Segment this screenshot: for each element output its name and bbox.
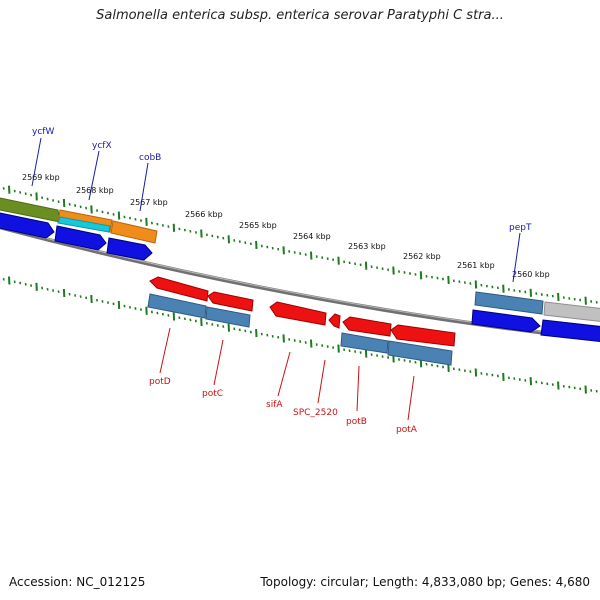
lower-gene-labels: potD potC sifA SPC_2520 potB potA xyxy=(149,327,418,435)
cds-arrow[interactable] xyxy=(540,319,600,342)
upper-gene-labels: ycfW ycfX cobB pepT xyxy=(31,127,532,283)
cds-arrow[interactable] xyxy=(471,309,541,333)
leader-line xyxy=(31,137,42,187)
gene-label-potC[interactable]: potC xyxy=(202,389,223,399)
ruler-label: 2561 kbp xyxy=(457,261,495,270)
leader-line xyxy=(159,327,171,374)
leader-line xyxy=(407,375,415,421)
cds-arrow[interactable] xyxy=(54,225,107,251)
gene-potC[interactable] xyxy=(207,291,254,312)
ruler-label: 2560 kbp xyxy=(512,270,550,279)
gene-potD-track[interactable] xyxy=(147,293,207,319)
ruler-label: 2562 kbp xyxy=(403,252,441,261)
gene-potB-track[interactable] xyxy=(340,332,389,354)
gene-label-potD[interactable]: potD xyxy=(149,377,171,387)
gene-pepT[interactable] xyxy=(474,291,544,315)
leader-line xyxy=(277,351,291,397)
leader-line xyxy=(139,162,149,212)
ruler-ticks-bottom xyxy=(2,276,598,394)
ruler-label: 2568 kbp xyxy=(76,186,114,195)
gene-sifA[interactable] xyxy=(269,301,327,326)
leader-line xyxy=(512,232,521,283)
ruler-labels: 2569 kbp 2568 kbp 2567 kbp 2566 kbp 2565… xyxy=(22,173,550,279)
ruler-label: 2566 kbp xyxy=(185,210,223,219)
gene-potC-track[interactable] xyxy=(205,306,251,328)
ruler-label: 2565 kbp xyxy=(239,221,277,230)
ruler-label: 2563 kbp xyxy=(348,242,386,251)
accession-label: Accession: NC_012125 xyxy=(9,575,146,589)
gene-label-cobB[interactable]: cobB xyxy=(139,153,161,163)
gene-potD[interactable] xyxy=(149,276,209,302)
ruler-label: 2569 kbp xyxy=(22,173,60,182)
gene-potA-track[interactable] xyxy=(387,340,453,366)
gene-label-sifA[interactable]: sifA xyxy=(266,400,283,410)
cds-arrow[interactable] xyxy=(0,212,55,239)
gene-label-potB[interactable]: potB xyxy=(346,417,367,427)
gene-cobB[interactable] xyxy=(110,220,158,244)
leader-line xyxy=(356,365,360,412)
gene-label-pepT[interactable]: pepT xyxy=(509,223,532,233)
genome-summary: Topology: circular; Length: 4,833,080 bp… xyxy=(260,575,590,589)
ruler-label: 2564 kbp xyxy=(293,232,331,241)
gene-grey[interactable] xyxy=(543,301,600,322)
leader-line xyxy=(213,339,224,386)
gene-potA[interactable] xyxy=(390,324,456,347)
gene-label-SPC_2520[interactable]: SPC_2520 xyxy=(293,408,338,418)
gene-ycfX-cyan[interactable] xyxy=(57,216,111,233)
ruler-label: 2567 kbp xyxy=(130,198,168,207)
gene-label-ycfX[interactable]: ycfX xyxy=(92,141,112,151)
leader-line xyxy=(317,359,326,404)
gene-label-potA[interactable]: potA xyxy=(396,425,418,435)
genome-title: Salmonella enterica subsp. enterica sero… xyxy=(96,8,504,23)
leader-line xyxy=(88,150,100,201)
gene-SPC_2520[interactable] xyxy=(328,313,341,329)
gene-potB[interactable] xyxy=(342,316,392,337)
cds-arrow[interactable] xyxy=(106,237,153,261)
ruler-ticks-top xyxy=(2,185,598,305)
gene-label-ycfW[interactable]: ycfW xyxy=(32,127,54,137)
